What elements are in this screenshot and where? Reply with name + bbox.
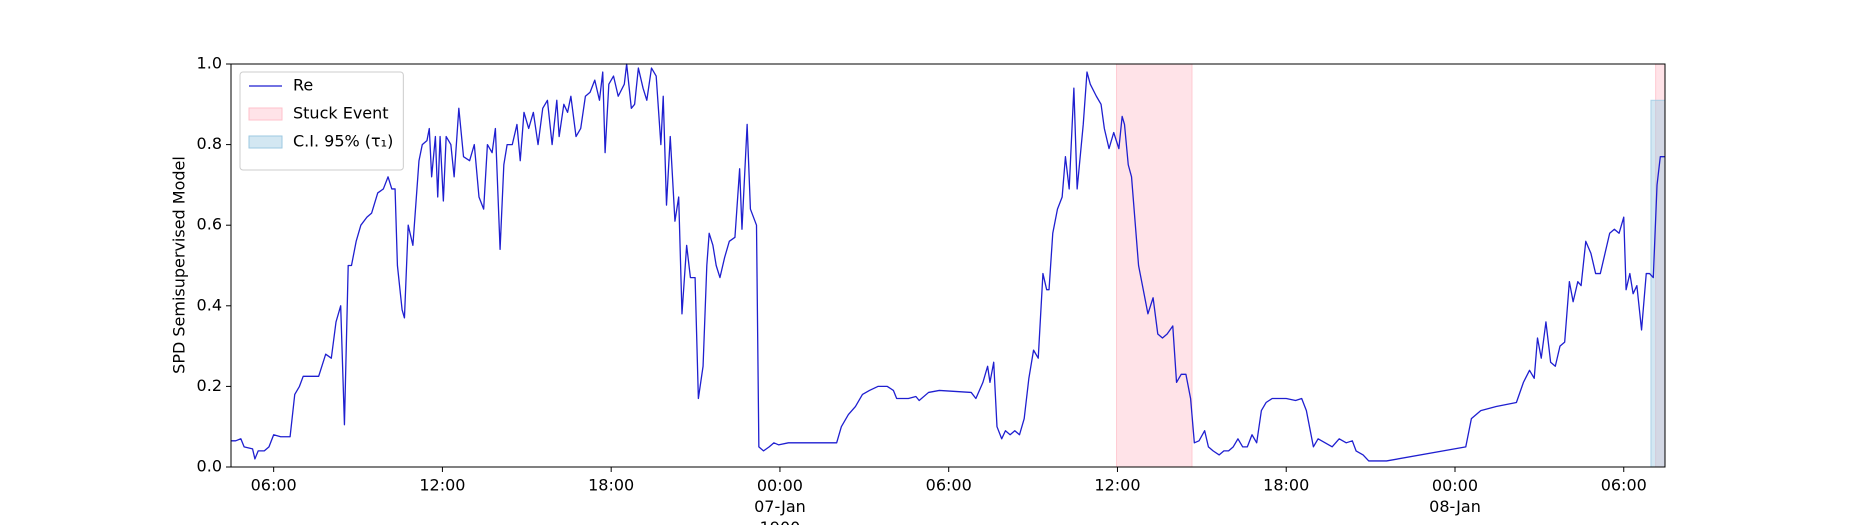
span bbox=[1116, 63, 1193, 468]
x-tick-label: 00:00 07-Jan 1900 bbox=[754, 476, 806, 525]
x-tick-label: 06:00 bbox=[251, 476, 297, 495]
x-tick-label: 12:00 bbox=[1094, 476, 1140, 495]
legend-label: C.I. 95% (τ₁) bbox=[293, 132, 393, 151]
x-tick-label: 06:00 bbox=[926, 476, 972, 495]
y-tick-label: 0.0 bbox=[197, 457, 222, 476]
legend-label: Re bbox=[293, 76, 313, 95]
x-tick-label: 12:00 bbox=[419, 476, 465, 495]
y-tick-label: 1.0 bbox=[197, 54, 222, 73]
x-tick-label-line: 07-Jan bbox=[754, 497, 806, 516]
span bbox=[1650, 99, 1666, 468]
y-axis-label: SPD Semisupervised Model bbox=[170, 156, 189, 374]
legend-patch bbox=[248, 135, 283, 149]
x-tick-label: 18:00 bbox=[588, 476, 634, 495]
x-tick-label: 06:00 bbox=[1601, 476, 1647, 495]
x-tick-label-line: 1900 bbox=[760, 518, 801, 525]
axes-frame bbox=[230, 63, 1666, 468]
legend-frame bbox=[239, 71, 404, 171]
x-tick-label: 18:00 bbox=[1263, 476, 1309, 495]
y-tick-label: 0.6 bbox=[197, 215, 222, 234]
y-tick-label: 0.2 bbox=[197, 376, 222, 395]
line bbox=[231, 63, 1665, 462]
legend-label: Stuck Event bbox=[293, 104, 389, 123]
x-tick-label-line: 00:00 bbox=[757, 476, 803, 495]
y-tick-label: 0.8 bbox=[197, 134, 222, 153]
legend-patch bbox=[248, 107, 283, 121]
x-tick-label-line: 08-Jan bbox=[1429, 497, 1481, 516]
x-tick-label-line: 00:00 bbox=[1432, 476, 1478, 495]
y-tick-label: 0.4 bbox=[197, 295, 222, 314]
x-tick-label: 00:00 08-Jan bbox=[1429, 476, 1481, 516]
